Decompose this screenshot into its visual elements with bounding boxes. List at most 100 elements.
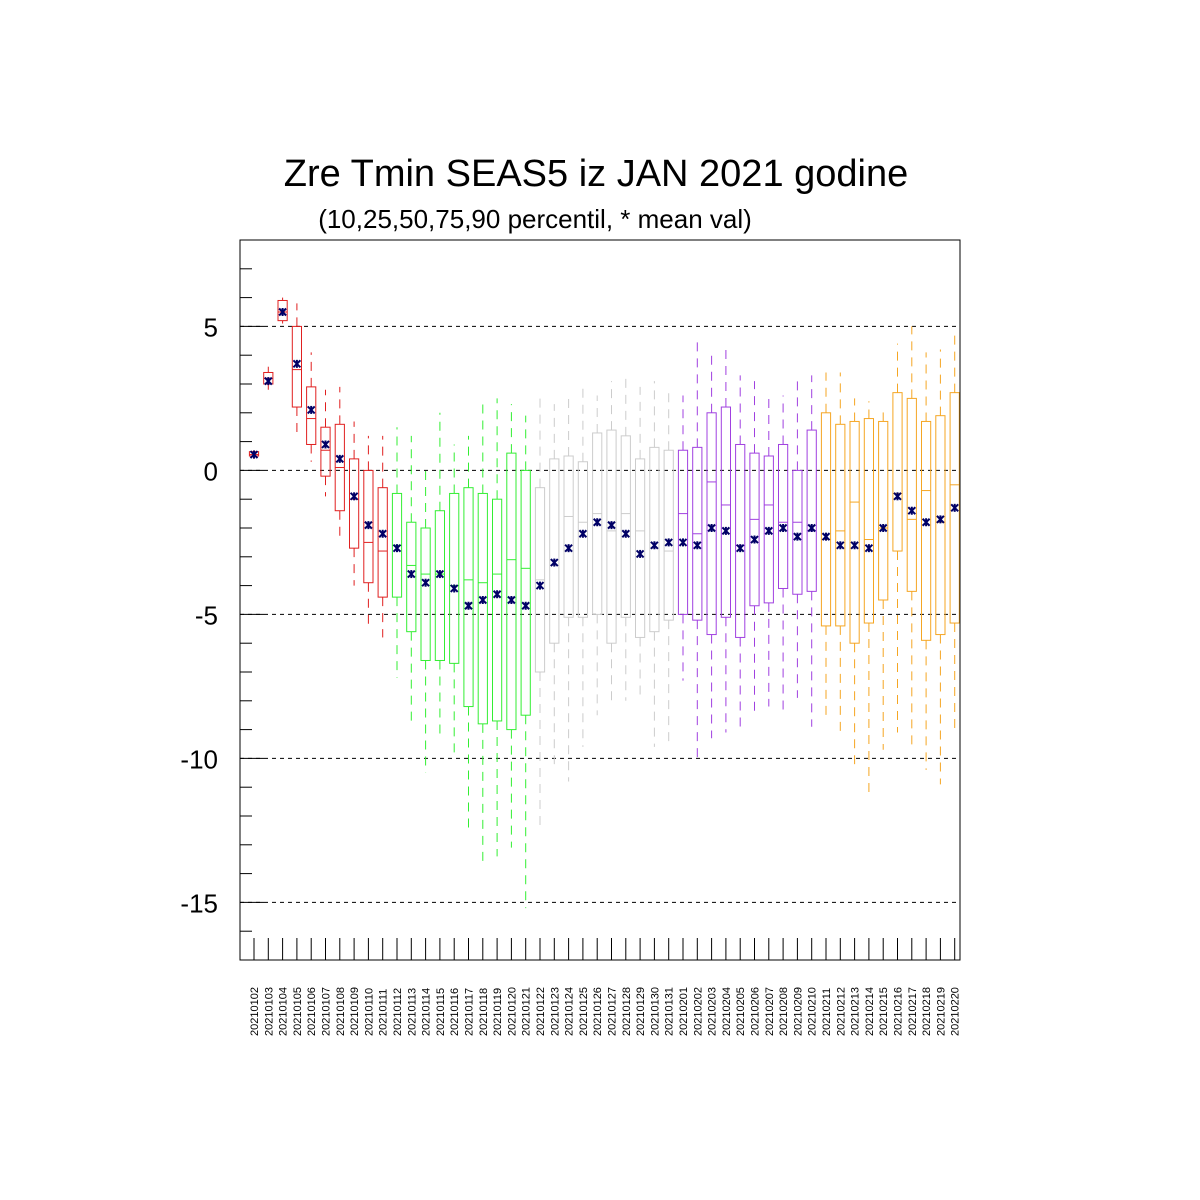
box-20210201 (677, 395, 689, 681)
mean-marker-20210129 (635, 549, 645, 559)
box-iqr (563, 455, 574, 618)
xtick-label-40: 20210211 (821, 988, 833, 1036)
xtick-label-5: 20210107 (321, 987, 333, 1036)
box-iqr (277, 299, 288, 322)
mean-marker-20210208 (778, 523, 788, 533)
xtick-label-39: 20210210 (807, 987, 819, 1036)
xtick-label-22: 20210124 (564, 987, 576, 1036)
box-20210220 (949, 335, 960, 733)
box-iqr (377, 487, 388, 598)
box-20210123 (549, 404, 560, 765)
mean-marker-20210108 (335, 454, 345, 464)
box-iqr (363, 469, 374, 584)
xtick-label-42: 20210213 (850, 987, 862, 1036)
mean-marker-20210212 (836, 541, 845, 550)
box-iqr (706, 412, 717, 636)
mean-marker-20210205 (735, 543, 745, 553)
mean-marker-20210113 (407, 569, 416, 579)
mean-marker-20210202 (693, 541, 702, 550)
xtick-label-13: 20210115 (435, 988, 447, 1036)
mean-marker-20210201 (678, 538, 688, 547)
box-iqr (806, 429, 817, 592)
xtick-label-17: 20210119 (492, 988, 504, 1036)
box-20210219 (935, 349, 946, 785)
box-iqr (477, 492, 488, 725)
box-iqr (620, 435, 631, 618)
mean-marker-20210204 (721, 526, 731, 536)
ytick-label-2: -5 (195, 600, 218, 630)
xtick-label-8: 20210110 (363, 988, 375, 1036)
xtick-label-20: 20210122 (535, 987, 547, 1036)
box-20210216 (892, 343, 903, 733)
box-20210209 (792, 378, 803, 698)
xtick-label-24: 20210126 (592, 987, 604, 1036)
mean-marker-20210213 (850, 541, 859, 550)
box-iqr (449, 492, 460, 664)
y-axis: 5 0 -5 -10 -15 (180, 239, 264, 961)
mean-marker-20210211 (821, 532, 831, 541)
box-iqr (720, 406, 731, 618)
xtick-label-38: 20210209 (792, 987, 804, 1036)
box-iqr (492, 498, 503, 722)
box-20210204 (720, 346, 731, 733)
box-20210109 (349, 421, 360, 586)
box-iqr (735, 443, 746, 638)
xtick-label-23: 20210125 (578, 987, 590, 1036)
xtick-label-49: 20210220 (950, 987, 962, 1036)
box-20210122 (534, 398, 546, 828)
mean-marker-20210112 (392, 543, 402, 553)
box-iqr (406, 521, 417, 633)
mean-marker-20210121 (521, 601, 530, 610)
box-20210118 (477, 404, 488, 863)
xtick-label-4: 20210106 (306, 987, 318, 1036)
box-20210207 (763, 395, 774, 707)
box-20210108 (334, 386, 345, 540)
box-iqr (649, 446, 660, 633)
xtick-label-0: 20210102 (249, 987, 261, 1036)
box-iqr (778, 443, 789, 589)
xtick-label-19: 20210121 (521, 987, 533, 1036)
mean-marker-20210106 (306, 405, 316, 415)
box-iqr (320, 426, 331, 477)
box-iqr (434, 510, 445, 661)
box-iqr (592, 432, 603, 615)
box-20210129 (635, 386, 646, 696)
mean-marker-20210119 (492, 590, 502, 599)
xtick-label-10: 20210112 (392, 988, 404, 1036)
box-20210107 (320, 389, 331, 497)
xtick-label-48: 20210219 (935, 987, 947, 1036)
box-20210113 (406, 435, 417, 721)
box-20210117 (463, 435, 474, 828)
mean-marker-20210218 (921, 518, 931, 527)
xtick-label-45: 20210216 (893, 987, 905, 1036)
xtick-label-26: 20210128 (621, 987, 633, 1036)
mean-marker-20210103 (264, 376, 273, 386)
mean-marker-20210217 (907, 506, 917, 515)
xtick-label-6: 20210108 (335, 987, 347, 1036)
box-20210125 (577, 386, 588, 747)
xtick-label-41: 20210212 (835, 987, 847, 1036)
box-20210121 (520, 415, 531, 909)
box-iqr (878, 420, 889, 601)
xtick-label-14: 20210116 (449, 988, 461, 1036)
mean-marker-20210127 (607, 520, 616, 530)
boxes (248, 297, 960, 909)
box-iqr (763, 455, 774, 604)
xtick-label-33: 20210204 (721, 987, 733, 1036)
mean-marker-20210109 (349, 492, 359, 501)
box-iqr (935, 415, 946, 636)
mean-marker-20210107 (321, 440, 330, 449)
box-iqr (520, 469, 531, 716)
box-iqr (577, 461, 588, 618)
mean-marker-20210102 (249, 450, 259, 459)
ytick-label-4: -15 (180, 888, 218, 918)
box-20210131 (663, 392, 674, 742)
mean-marker-20210122 (535, 581, 545, 590)
box-20210214 (863, 401, 874, 796)
mean-marker-20210125 (578, 529, 588, 538)
xtick-label-1: 20210103 (263, 987, 275, 1036)
box-20210202 (692, 340, 703, 765)
xtick-label-15: 20210117 (464, 988, 476, 1036)
mean-marker-20210216 (893, 492, 902, 501)
box-iqr (921, 420, 932, 641)
